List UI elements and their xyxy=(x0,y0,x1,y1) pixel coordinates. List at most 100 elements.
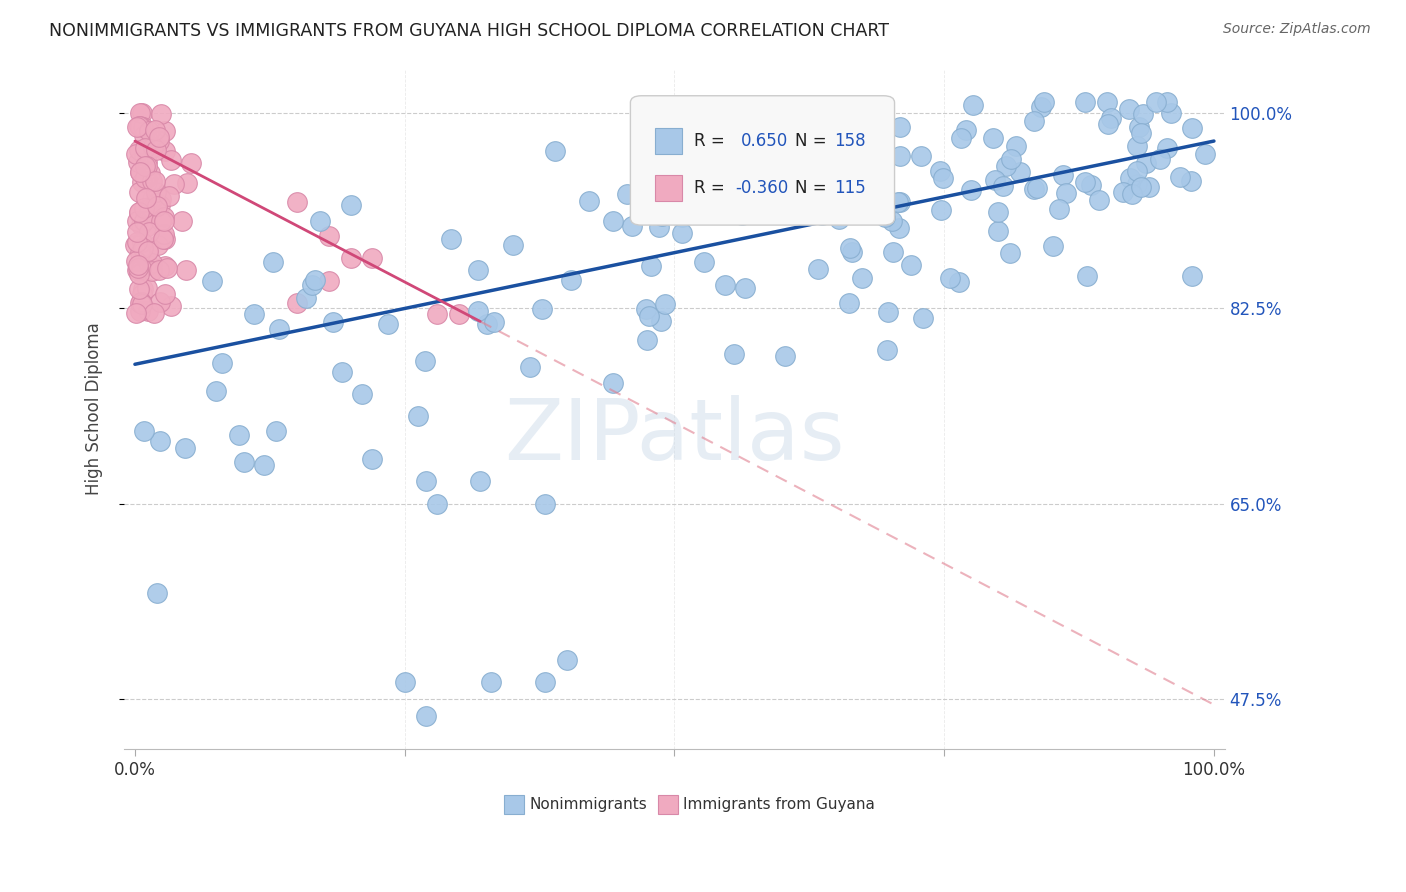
Point xyxy=(1118,102,1140,116)
Point xyxy=(135,155,157,169)
Point xyxy=(841,245,863,260)
Point xyxy=(138,124,160,138)
Point xyxy=(578,194,600,208)
Point xyxy=(467,263,489,277)
Point xyxy=(211,356,233,370)
Point xyxy=(143,122,166,136)
Point xyxy=(127,261,149,276)
Point xyxy=(128,144,150,158)
Text: ZIPatlas: ZIPatlas xyxy=(505,394,845,477)
Point xyxy=(741,171,763,186)
Point xyxy=(129,294,152,309)
Point xyxy=(128,120,150,134)
Point xyxy=(318,274,340,288)
Point xyxy=(148,237,170,252)
Point xyxy=(128,283,150,297)
Point xyxy=(928,164,950,178)
Point xyxy=(475,317,498,331)
Point xyxy=(994,159,1017,173)
Point xyxy=(1000,152,1022,166)
Point xyxy=(174,263,197,277)
Point xyxy=(482,315,505,329)
Text: -0.360: -0.360 xyxy=(735,179,789,197)
Point xyxy=(138,259,160,273)
Point xyxy=(882,244,904,259)
Point xyxy=(408,409,430,423)
Point xyxy=(148,134,170,148)
Point xyxy=(232,454,254,468)
Point xyxy=(153,259,176,273)
Point xyxy=(174,441,197,455)
Point xyxy=(849,177,872,191)
Point xyxy=(1095,95,1118,109)
Point xyxy=(150,107,173,121)
Point xyxy=(128,186,150,200)
Point xyxy=(426,307,449,321)
Point xyxy=(981,131,1004,145)
Point xyxy=(159,153,181,168)
Point xyxy=(912,310,935,325)
Point xyxy=(142,140,165,154)
Point xyxy=(149,434,172,449)
Text: 0.650: 0.650 xyxy=(741,132,787,150)
Point xyxy=(413,354,436,368)
Text: Immigrants from Guyana: Immigrants from Guyana xyxy=(683,797,875,812)
Point xyxy=(671,226,693,240)
Point xyxy=(131,286,153,301)
Point xyxy=(636,333,658,347)
Point xyxy=(1029,99,1052,113)
Point xyxy=(180,156,202,170)
Point xyxy=(129,295,152,310)
Point xyxy=(340,198,363,212)
Point xyxy=(361,252,384,266)
Point xyxy=(502,238,524,252)
Point xyxy=(128,304,150,318)
Point xyxy=(1130,126,1153,140)
Point xyxy=(1137,179,1160,194)
Point xyxy=(794,207,817,221)
Point xyxy=(950,131,973,145)
Point xyxy=(955,123,977,137)
Point xyxy=(1026,181,1049,195)
Point xyxy=(723,347,745,361)
Point xyxy=(638,309,661,323)
Point xyxy=(131,106,153,120)
Point xyxy=(415,708,437,723)
Point xyxy=(960,183,983,197)
Point xyxy=(128,165,150,179)
Point xyxy=(125,306,148,320)
Point xyxy=(900,258,922,272)
Point xyxy=(309,213,332,227)
Point xyxy=(1119,170,1142,185)
Point xyxy=(1121,187,1143,202)
Point xyxy=(616,187,638,202)
Point xyxy=(651,209,673,223)
Point xyxy=(776,156,799,170)
Point xyxy=(1054,186,1077,200)
Point xyxy=(149,192,172,206)
Point xyxy=(1180,174,1202,188)
Point xyxy=(828,212,851,227)
Point xyxy=(136,171,159,186)
Point xyxy=(145,143,167,157)
Text: Source: ZipAtlas.com: Source: ZipAtlas.com xyxy=(1223,22,1371,37)
Point xyxy=(129,261,152,276)
Point xyxy=(707,178,730,192)
Point xyxy=(877,305,900,319)
Point xyxy=(851,270,873,285)
Point xyxy=(602,376,624,390)
Point xyxy=(880,214,903,228)
Point xyxy=(135,280,157,294)
Point xyxy=(773,349,796,363)
Point xyxy=(152,210,174,224)
Point xyxy=(834,173,856,187)
Point xyxy=(1080,178,1102,192)
Point xyxy=(176,176,198,190)
Point xyxy=(153,123,176,137)
Point xyxy=(828,152,851,166)
Point xyxy=(1074,175,1097,189)
Point xyxy=(301,277,323,292)
Point xyxy=(1032,95,1054,109)
Point xyxy=(145,185,167,199)
Point xyxy=(887,221,910,235)
